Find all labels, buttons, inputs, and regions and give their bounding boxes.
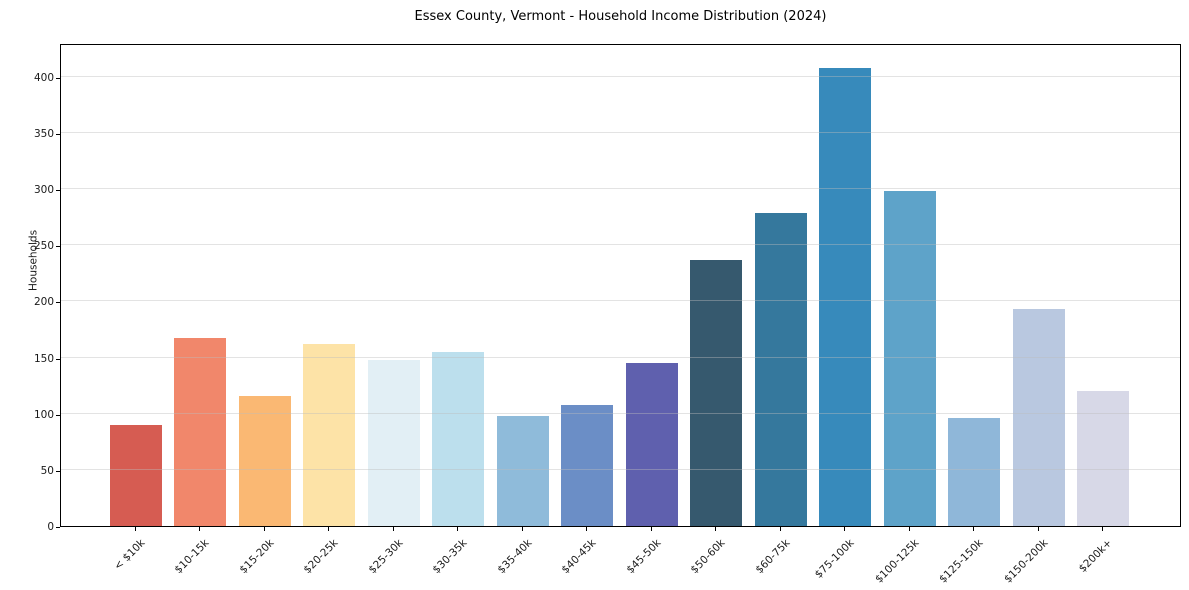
x-tick-label: $75-100k bbox=[812, 537, 857, 581]
x-tick-label: $25-30k bbox=[366, 537, 406, 577]
x-tick-mark bbox=[392, 527, 394, 531]
x-tick-label: $125-150k bbox=[937, 537, 986, 586]
x-tick-mark bbox=[973, 527, 975, 531]
x-tick-label: $100-125k bbox=[872, 537, 922, 586]
y-tick-mark bbox=[56, 190, 60, 192]
y-tick-mark bbox=[56, 414, 60, 416]
x-tick-mark bbox=[844, 527, 846, 531]
bar-15-20k bbox=[238, 395, 291, 526]
bar-10-15k bbox=[174, 338, 227, 526]
x-tick-mark bbox=[135, 527, 136, 531]
bar-35-40k bbox=[496, 415, 549, 526]
y-tick-label: 50 bbox=[40, 464, 54, 477]
x-tick-mark bbox=[199, 527, 201, 531]
x-tick-mark bbox=[263, 527, 265, 531]
x-tick-label: $15-20k bbox=[237, 537, 277, 577]
y-tick-mark bbox=[56, 470, 60, 472]
x-tick-label: $200k+ bbox=[1076, 537, 1115, 575]
bar-60-75k bbox=[754, 212, 807, 526]
bar-25-30k bbox=[367, 359, 420, 526]
y-tick-mark bbox=[56, 358, 60, 360]
x-tick-mark bbox=[1037, 527, 1039, 531]
x-tick-label: $20-25k bbox=[301, 537, 341, 577]
bar-125-150k bbox=[948, 418, 1001, 526]
y-tick-label: 250 bbox=[33, 240, 54, 253]
gridline-400 bbox=[61, 75, 1180, 77]
y-tick-label: 0 bbox=[47, 521, 54, 533]
y-tick-mark bbox=[56, 77, 60, 79]
y-tick-mark bbox=[56, 133, 60, 135]
y-axis-ticks: 0 50 100 150 200 250 300 350 400 bbox=[0, 44, 54, 532]
x-tick-mark bbox=[650, 527, 652, 531]
bar-200k bbox=[1077, 391, 1130, 526]
plot-area bbox=[60, 44, 1181, 527]
bar-100-125k bbox=[883, 191, 936, 526]
bar-20-25k bbox=[303, 344, 356, 526]
x-tick-mark bbox=[908, 527, 910, 531]
bar-30-35k bbox=[432, 351, 485, 526]
x-tick-label: $50-60k bbox=[688, 537, 728, 577]
y-tick-label: 100 bbox=[33, 408, 54, 421]
y-tick-mark bbox=[56, 302, 60, 304]
gridline-300 bbox=[61, 188, 1180, 190]
x-tick-label: $45-50k bbox=[624, 537, 664, 577]
x-tick-label: $35-40k bbox=[495, 537, 535, 577]
x-tick-label: $40-45k bbox=[559, 537, 599, 577]
chart-title: Essex County, Vermont - Household Income… bbox=[414, 9, 827, 24]
x-tick-mark bbox=[1102, 527, 1104, 531]
y-tick-label: 350 bbox=[33, 127, 54, 140]
bar-75-100k bbox=[819, 67, 872, 526]
bar-45-50k bbox=[625, 363, 678, 526]
y-tick-label: 150 bbox=[33, 352, 54, 365]
y-tick-label: 400 bbox=[33, 71, 54, 84]
x-tick-label: $150-200k bbox=[1001, 537, 1051, 586]
y-tick-label: 300 bbox=[33, 184, 54, 197]
gridline-200 bbox=[61, 300, 1180, 302]
bar-10k bbox=[110, 424, 162, 526]
x-tick-mark bbox=[715, 527, 717, 531]
y-tick-label: 200 bbox=[33, 296, 54, 309]
gridline-250 bbox=[61, 244, 1180, 246]
bar-40-45k bbox=[561, 404, 614, 526]
x-tick-mark bbox=[328, 527, 330, 531]
x-tick-mark bbox=[779, 527, 781, 531]
x-tick-mark bbox=[457, 527, 459, 531]
bar-50-60k bbox=[690, 259, 743, 526]
y-tick-mark bbox=[56, 246, 60, 248]
y-tick-mark bbox=[56, 527, 60, 528]
x-tick-label: $30-35k bbox=[430, 537, 470, 577]
x-tick-mark bbox=[521, 527, 523, 531]
gridline-350 bbox=[61, 131, 1180, 133]
x-tick-label: $60-75k bbox=[753, 537, 793, 577]
x-tick-mark bbox=[586, 527, 588, 531]
x-tick-label: $10-15k bbox=[172, 537, 212, 577]
x-tick-label: < $10k bbox=[111, 537, 148, 573]
bar-150-200k bbox=[1012, 309, 1065, 526]
